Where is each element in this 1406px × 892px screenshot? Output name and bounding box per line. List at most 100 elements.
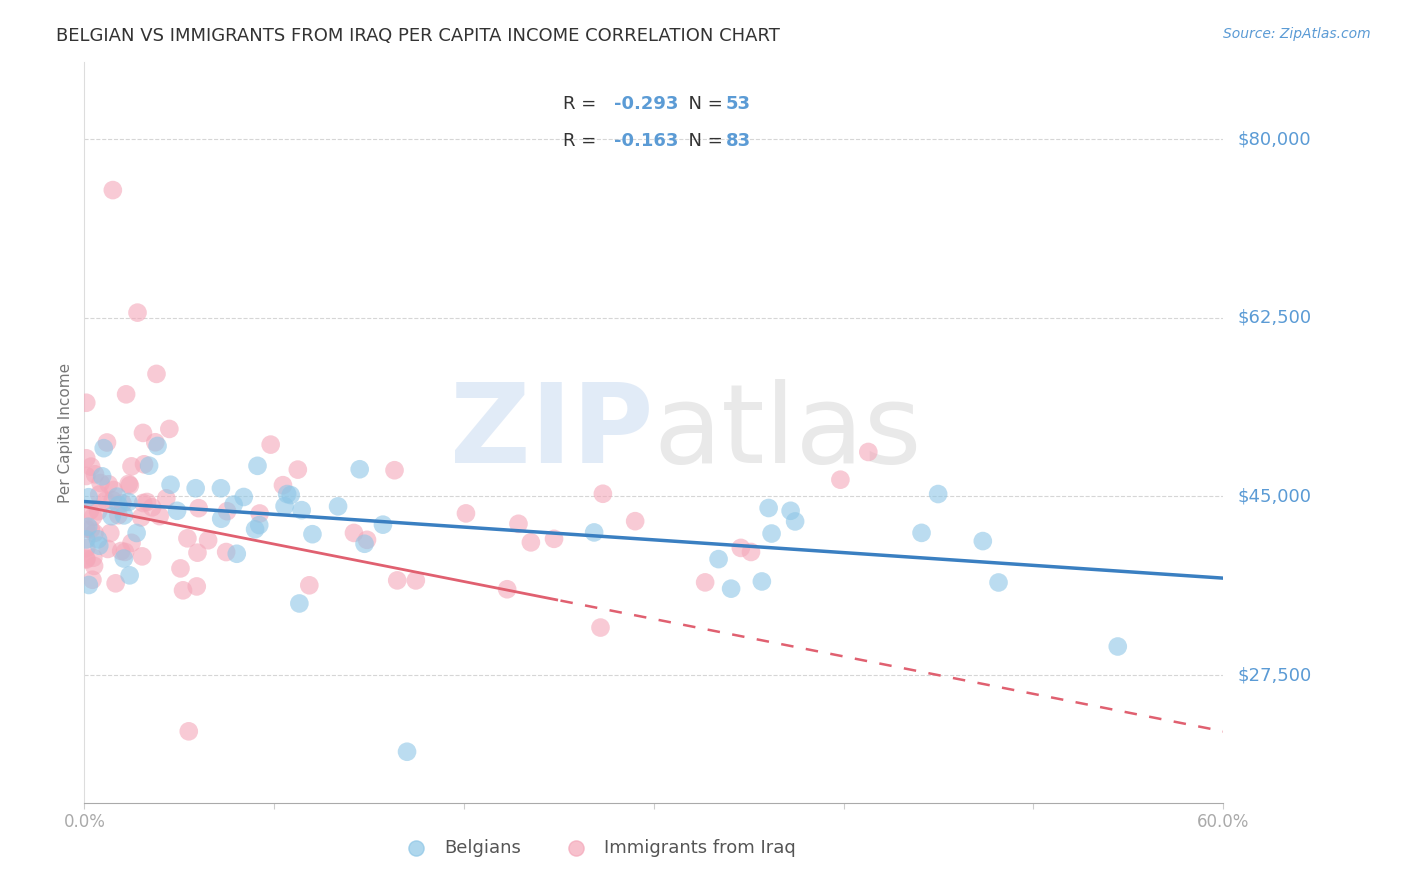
Point: [301, 527, 323, 541]
Point: [730, 541, 752, 555]
Point: [149, 509, 172, 524]
Point: [118, 568, 141, 582]
Point: [720, 582, 742, 596]
Point: [785, 515, 807, 529]
Point: [105, 490, 128, 504]
Point: [129, 510, 152, 524]
Point: [82, 550, 104, 565]
Point: [101, 493, 124, 508]
Point: [82, 509, 104, 524]
Point: [246, 458, 269, 473]
Point: [184, 481, 207, 495]
Text: -0.163: -0.163: [614, 132, 678, 150]
Point: [75, 551, 97, 566]
Point: [101, 183, 124, 197]
Point: [177, 724, 200, 739]
Point: [94, 493, 117, 508]
Point: [225, 547, 247, 561]
Point: [75, 451, 97, 466]
Text: $27,500: $27,500: [1237, 666, 1312, 684]
Point: [110, 544, 132, 558]
Point: [543, 532, 565, 546]
Point: [197, 533, 219, 548]
Point: [707, 552, 730, 566]
Point: [97, 541, 120, 556]
Point: [75, 522, 97, 536]
Point: [508, 516, 530, 531]
Point: [830, 473, 852, 487]
Point: [143, 435, 166, 450]
Point: [138, 458, 160, 473]
Point: [751, 574, 773, 589]
Point: [82, 573, 104, 587]
Point: [405, 574, 427, 588]
Point: [187, 501, 209, 516]
Point: [83, 526, 105, 541]
Point: [176, 532, 198, 546]
Point: [83, 558, 105, 573]
Point: [222, 498, 245, 512]
Point: [520, 535, 543, 549]
Legend: Belgians, Immigrants from Iraq: Belgians, Immigrants from Iraq: [391, 831, 803, 864]
Point: [583, 525, 606, 540]
Point: [118, 476, 141, 491]
Point: [136, 495, 159, 509]
Point: [186, 579, 208, 593]
Point: [79, 504, 101, 518]
Point: [987, 575, 1010, 590]
Text: 53: 53: [725, 95, 751, 113]
Point: [75, 541, 97, 556]
Point: [100, 509, 122, 524]
Point: [343, 525, 366, 540]
Text: $62,500: $62,500: [1237, 309, 1312, 326]
Text: N =: N =: [676, 95, 728, 113]
Point: [624, 514, 647, 528]
Point: [127, 305, 149, 319]
Point: [172, 583, 194, 598]
Point: [927, 487, 949, 501]
Point: [496, 582, 519, 597]
Y-axis label: Per Capita Income: Per Capita Income: [58, 362, 73, 503]
Point: [121, 459, 143, 474]
Point: [1107, 640, 1129, 654]
Point: [77, 520, 100, 534]
Point: [75, 469, 97, 483]
Point: [84, 467, 107, 482]
Point: [280, 488, 302, 502]
Point: [287, 462, 309, 476]
Text: $80,000: $80,000: [1237, 130, 1310, 148]
Point: [209, 481, 232, 495]
Text: BELGIAN VS IMMIGRANTS FROM IRAQ PER CAPITA INCOME CORRELATION CHART: BELGIAN VS IMMIGRANTS FROM IRAQ PER CAPI…: [56, 27, 780, 45]
Point: [387, 574, 409, 588]
Point: [326, 500, 349, 514]
Point: [384, 463, 406, 477]
Point: [779, 504, 801, 518]
Point: [104, 576, 127, 591]
Point: [353, 537, 375, 551]
Point: [271, 478, 294, 492]
Point: [87, 504, 110, 518]
Point: [75, 396, 97, 410]
Text: $45,000: $45,000: [1237, 487, 1312, 506]
Point: [107, 508, 129, 523]
Point: [132, 496, 155, 510]
Point: [132, 458, 155, 472]
Point: [249, 507, 271, 521]
Point: [291, 503, 314, 517]
Point: [96, 435, 118, 450]
Point: [858, 445, 880, 459]
Point: [89, 539, 111, 553]
Point: [356, 533, 378, 547]
Point: [695, 575, 717, 590]
Point: [247, 518, 270, 533]
Point: [118, 478, 141, 492]
Point: [131, 549, 153, 564]
Point: [87, 533, 110, 547]
Point: [97, 477, 120, 491]
Point: [103, 483, 125, 497]
Text: N =: N =: [676, 132, 728, 150]
Point: [276, 487, 298, 501]
Point: [396, 745, 419, 759]
Point: [157, 422, 180, 436]
Point: [75, 552, 97, 566]
